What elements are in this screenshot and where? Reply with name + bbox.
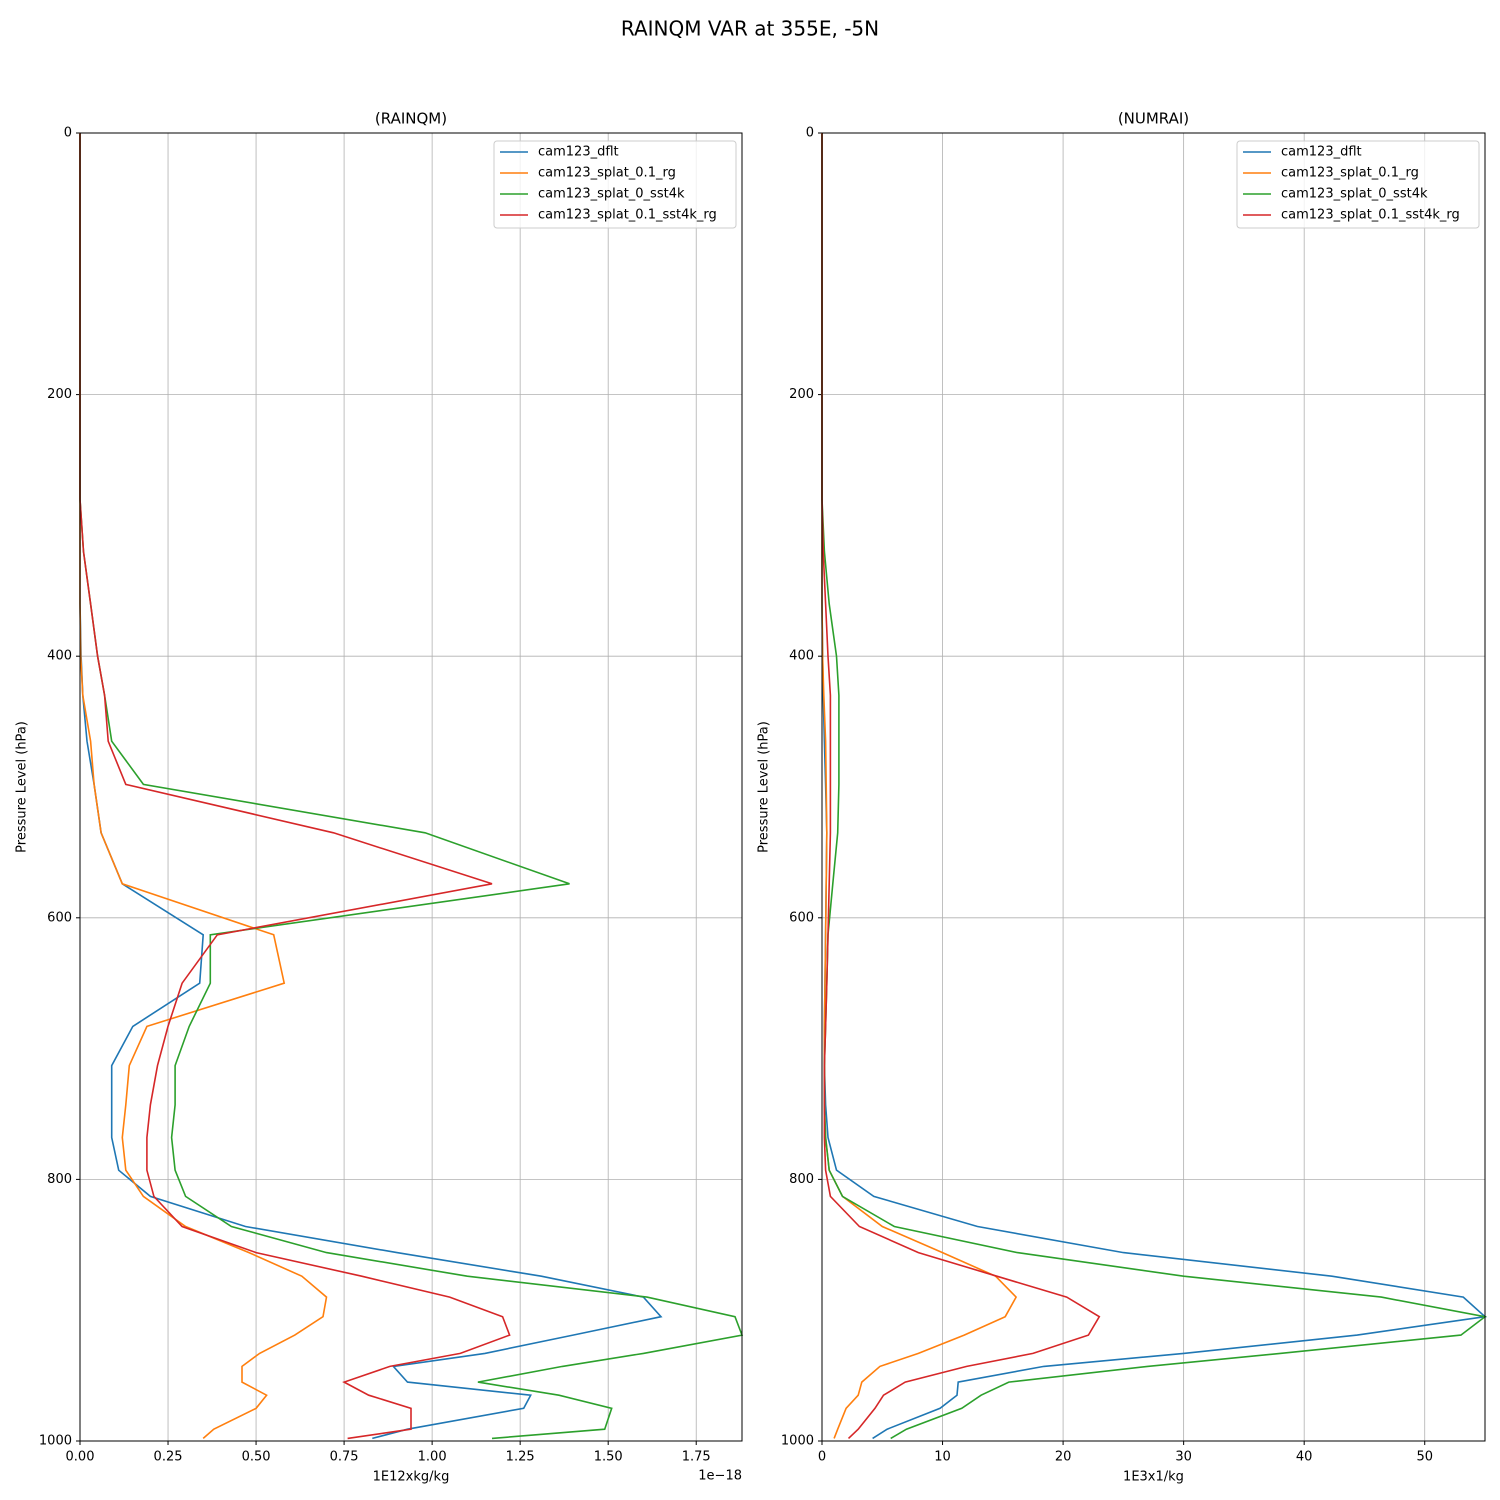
y-axis-label: Pressure Level (hPa) [15, 721, 30, 853]
x-tick-label: 0.25 [154, 1450, 183, 1465]
legend: cam123_dflt cam123_splat_0.1_rg cam123_spl… [1236, 140, 1480, 229]
y-tick-label: 400 [47, 649, 72, 664]
legend-label: cam123_splat_0_sst4k [538, 187, 685, 202]
legend-label: cam123_dflt [538, 145, 619, 160]
x-axis-label: 1E12xkg/kg [373, 1470, 450, 1485]
axes-frame [821, 132, 1486, 1442]
legend-label: cam123_splat_0_sst4k [1281, 187, 1428, 202]
y-tick-label: 600 [47, 910, 72, 925]
y-tick-label: 800 [47, 1172, 72, 1187]
x-tick-label: 40 [1296, 1450, 1313, 1465]
x-tick-label: 10 [934, 1450, 951, 1465]
x-tick-label: 0 [818, 1450, 826, 1465]
legend-label: cam123_splat_0.1_rg [1281, 166, 1419, 181]
y-tick-label: 200 [47, 387, 72, 402]
x-tick-label: 20 [1055, 1450, 1072, 1465]
y-tick-label: 0 [64, 126, 72, 141]
x-tick-label: 30 [1175, 1450, 1192, 1465]
x-offset-label: 1e−18 [698, 1469, 742, 1484]
axes-title: (RAINQM) [375, 110, 447, 128]
y-tick-label: 800 [789, 1172, 814, 1187]
legend-label: cam123_dflt [1281, 145, 1362, 160]
x-tick-label: 1.25 [506, 1450, 535, 1465]
x-tick-label: 0.75 [330, 1450, 359, 1465]
x-tick-label: 1.75 [682, 1450, 711, 1465]
legend-box [1236, 140, 1480, 229]
y-axis-label: Pressure Level (hPa) [757, 721, 772, 853]
x-tick-label: 1.50 [594, 1450, 623, 1465]
y-tick-label: 0 [806, 126, 814, 141]
y-tick-label: 400 [789, 649, 814, 664]
x-tick-label: 0.50 [242, 1450, 271, 1465]
y-tick-label: 1000 [39, 1434, 72, 1449]
legend-label: cam123_splat_0.1_sst4k_rg [538, 208, 717, 223]
legend-label: cam123_splat_0.1_sst4k_rg [1281, 208, 1460, 223]
x-axis-label: 1E3x1/kg [1123, 1470, 1184, 1485]
x-tick-label: 0.00 [66, 1450, 95, 1465]
axes-frame [79, 132, 743, 1442]
legend-label: cam123_splat_0.1_rg [538, 166, 676, 181]
y-tick-label: 200 [789, 387, 814, 402]
y-tick-label: 600 [789, 910, 814, 925]
y-tick-label: 1000 [781, 1434, 814, 1449]
x-tick-label: 50 [1416, 1450, 1433, 1465]
axes-title: (NUMRAI) [1118, 110, 1189, 128]
figure-title: RAINQM VAR at 355E, -5N [621, 17, 879, 41]
legend-box [493, 140, 737, 229]
x-tick-label: 1.00 [418, 1450, 447, 1465]
legend: cam123_dflt cam123_splat_0.1_rg cam123_spl… [493, 140, 737, 229]
